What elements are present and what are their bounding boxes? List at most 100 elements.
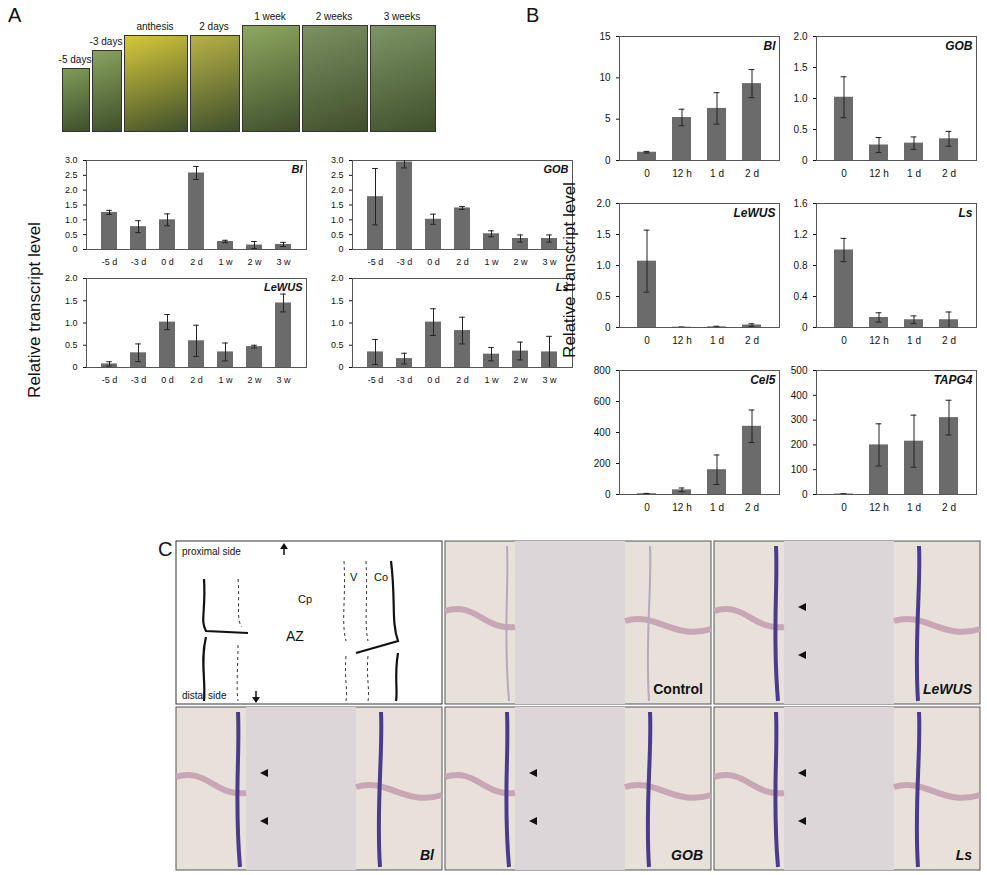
- svg-text:1.5: 1.5: [65, 200, 78, 210]
- svg-text:1.0: 1.0: [331, 215, 344, 225]
- svg-text:1 d: 1 d: [907, 335, 921, 345]
- svg-text:0: 0: [605, 489, 611, 500]
- svg-text:1.5: 1.5: [65, 296, 78, 306]
- svg-text:1 d: 1 d: [710, 335, 724, 345]
- svg-text:1.2: 1.2: [794, 229, 808, 240]
- svg-text:Bl: Bl: [292, 163, 304, 175]
- svg-text:-5 d: -5 d: [368, 257, 384, 267]
- svg-text:3.0: 3.0: [331, 155, 344, 165]
- svg-text:3 w: 3 w: [276, 257, 291, 267]
- svg-text:12 h: 12 h: [869, 168, 888, 178]
- svg-text:0: 0: [644, 335, 650, 345]
- svg-text:0: 0: [802, 155, 808, 166]
- svg-text:2.5: 2.5: [65, 170, 78, 180]
- svg-text:0: 0: [338, 244, 343, 254]
- svg-text:10: 10: [599, 72, 611, 83]
- svg-text:-3 d: -3 d: [131, 257, 147, 267]
- svg-text:2.0: 2.0: [794, 31, 808, 42]
- svg-text:2 d: 2 d: [190, 257, 203, 267]
- svg-text:-3 d: -3 d: [397, 257, 413, 267]
- svg-text:500: 500: [791, 365, 808, 376]
- svg-text:Cp: Cp: [298, 593, 312, 605]
- svg-text:15: 15: [599, 31, 611, 42]
- svg-text:0.5: 0.5: [65, 340, 78, 350]
- svg-text:0: 0: [802, 322, 808, 333]
- svg-text:0 d: 0 d: [161, 375, 174, 385]
- svg-text:Bl: Bl: [420, 847, 435, 863]
- svg-text:1.5: 1.5: [331, 296, 344, 306]
- svg-text:0: 0: [644, 502, 650, 512]
- svg-text:0: 0: [338, 362, 343, 372]
- svg-text:3 w: 3 w: [542, 257, 557, 267]
- svg-text:2 d: 2 d: [942, 335, 956, 345]
- svg-text:2.0: 2.0: [65, 273, 78, 283]
- svg-text:1.5: 1.5: [331, 200, 344, 210]
- svg-text:0: 0: [605, 155, 611, 166]
- svg-text:2 w: 2 w: [247, 257, 262, 267]
- svg-text:0.8: 0.8: [794, 260, 808, 271]
- svg-text:0: 0: [841, 502, 847, 512]
- svg-text:1.5: 1.5: [794, 62, 808, 73]
- svg-text:0: 0: [72, 362, 77, 372]
- svg-text:2 d: 2 d: [456, 375, 469, 385]
- svg-text:0: 0: [841, 335, 847, 345]
- svg-text:0: 0: [605, 322, 611, 333]
- svg-text:2 d: 2 d: [190, 375, 203, 385]
- svg-text:100: 100: [791, 464, 808, 475]
- svg-text:0.5: 0.5: [794, 124, 808, 135]
- svg-text:-3 d: -3 d: [397, 375, 413, 385]
- svg-text:2 w: 2 w: [513, 375, 528, 385]
- svg-text:Ls: Ls: [956, 847, 973, 863]
- svg-text:3 w: 3 w: [542, 375, 557, 385]
- svg-text:1.0: 1.0: [794, 93, 808, 104]
- svg-text:Bl: Bl: [764, 39, 777, 53]
- svg-text:1.0: 1.0: [65, 215, 78, 225]
- svg-text:12 h: 12 h: [672, 502, 691, 512]
- svg-text:AZ: AZ: [286, 628, 304, 644]
- svg-text:2 d: 2 d: [745, 502, 759, 512]
- svg-text:1 w: 1 w: [484, 257, 499, 267]
- svg-text:12 h: 12 h: [869, 502, 888, 512]
- svg-text:-5 d: -5 d: [102, 375, 118, 385]
- svg-text:3.0: 3.0: [65, 155, 78, 165]
- svg-text:2 d: 2 d: [942, 168, 956, 178]
- svg-text:200: 200: [594, 458, 611, 469]
- svg-text:2 w: 2 w: [247, 375, 262, 385]
- svg-text:1 w: 1 w: [218, 257, 233, 267]
- svg-text:3 w: 3 w: [276, 375, 291, 385]
- svg-text:LeWUS: LeWUS: [734, 206, 776, 220]
- svg-text:0.5: 0.5: [331, 230, 344, 240]
- svg-text:0: 0: [72, 244, 77, 254]
- svg-text:2 d: 2 d: [745, 168, 759, 178]
- svg-text:-5 d: -5 d: [102, 257, 118, 267]
- svg-text:distal side: distal side: [182, 690, 227, 701]
- svg-text:Co: Co: [374, 571, 388, 583]
- svg-text:V: V: [350, 571, 358, 583]
- svg-text:0: 0: [841, 168, 847, 178]
- svg-text:0: 0: [644, 168, 650, 178]
- svg-text:2 w: 2 w: [513, 257, 528, 267]
- svg-text:1.0: 1.0: [331, 318, 344, 328]
- svg-text:proximal side: proximal side: [182, 546, 241, 557]
- svg-text:0.5: 0.5: [331, 340, 344, 350]
- svg-text:GOB: GOB: [543, 163, 568, 175]
- svg-text:GOB: GOB: [945, 39, 973, 53]
- svg-text:Cel5: Cel5: [750, 373, 776, 387]
- svg-text:200: 200: [791, 439, 808, 450]
- svg-text:LeWUS: LeWUS: [923, 681, 973, 697]
- svg-text:-5 d: -5 d: [368, 375, 384, 385]
- svg-text:1 w: 1 w: [218, 375, 233, 385]
- svg-text:TAPG4: TAPG4: [933, 373, 972, 387]
- svg-text:2.0: 2.0: [597, 198, 611, 209]
- svg-text:LeWUS: LeWUS: [264, 281, 303, 293]
- svg-text:1.5: 1.5: [597, 229, 611, 240]
- svg-text:-3 d: -3 d: [131, 375, 147, 385]
- svg-text:1.0: 1.0: [597, 260, 611, 271]
- svg-text:2 d: 2 d: [942, 502, 956, 512]
- svg-text:2.0: 2.0: [331, 273, 344, 283]
- svg-text:12 h: 12 h: [672, 335, 691, 345]
- svg-text:0: 0: [802, 489, 808, 500]
- svg-text:1 d: 1 d: [710, 168, 724, 178]
- svg-text:Ls: Ls: [958, 206, 972, 220]
- svg-text:GOB: GOB: [671, 847, 703, 863]
